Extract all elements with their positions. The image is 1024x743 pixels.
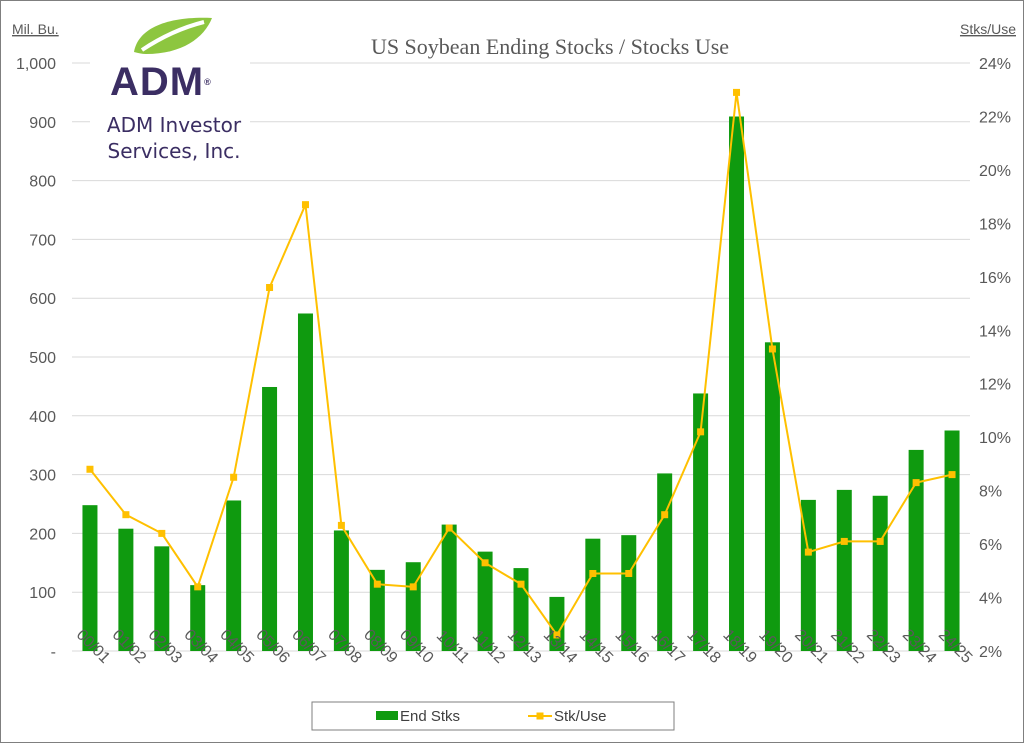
- line-point: [266, 284, 274, 292]
- line-point: [733, 88, 741, 96]
- line-point: [948, 471, 956, 479]
- y-tick-label: 200: [29, 526, 56, 543]
- line-point: [337, 521, 345, 529]
- line-series: [86, 88, 956, 639]
- bar: [585, 538, 601, 651]
- bar: [262, 386, 278, 651]
- bar: [800, 499, 816, 651]
- line-point: [481, 559, 489, 567]
- line-point: [625, 569, 633, 577]
- legend-label-stk-use: Stk/Use: [554, 708, 607, 725]
- logo-company-line1: ADM Investor: [106, 113, 242, 137]
- y2-tick-label: 16%: [979, 270, 1011, 287]
- y2-tick-label: 20%: [979, 163, 1011, 180]
- bar: [82, 505, 98, 651]
- y2-tick-label: 2%: [979, 644, 1002, 661]
- bar: [154, 546, 170, 651]
- y-tick-label: 300: [29, 468, 56, 485]
- left-axis-ticks: - 100 200 300 400 500 600 700 800 900 1,000: [16, 56, 56, 661]
- logo-company-name: ADM Investor Services, Inc.: [94, 112, 254, 164]
- adm-logo: ADM® ADM Investor Services, Inc.: [90, 12, 250, 167]
- line-point: [517, 580, 525, 588]
- y-tick-label: -: [51, 644, 56, 661]
- logo-wordmark: ADM®: [110, 62, 211, 102]
- y2-tick-label: 12%: [979, 377, 1011, 394]
- y-tick-label: 100: [29, 585, 56, 602]
- right-axis-unit: Stks/Use: [960, 21, 1016, 37]
- bar: [369, 569, 385, 651]
- logo-company-line2: Services, Inc.: [107, 139, 241, 163]
- stk-use-line: [89, 92, 953, 637]
- bar: [693, 393, 709, 651]
- y2-tick-label: 22%: [979, 109, 1011, 126]
- bar: [477, 551, 493, 651]
- y-tick-label: 700: [29, 232, 56, 249]
- y2-tick-label: 6%: [979, 537, 1002, 554]
- line-point: [553, 631, 561, 639]
- line-point: [409, 583, 417, 591]
- y-tick-label: 900: [29, 115, 56, 132]
- bar: [944, 430, 960, 651]
- bar: [908, 449, 924, 651]
- line-point: [697, 428, 705, 436]
- legend: End Stks Stk/Use: [311, 701, 675, 731]
- logo-registered-mark: ®: [204, 77, 211, 87]
- line-point: [661, 511, 669, 519]
- line-point: [86, 465, 94, 473]
- line-point: [912, 479, 920, 487]
- y-tick-label: 1,000: [16, 56, 56, 73]
- y2-tick-label: 14%: [979, 323, 1011, 340]
- bar: [297, 313, 313, 651]
- line-point: [194, 583, 202, 591]
- bar: [729, 116, 745, 652]
- bar: [405, 562, 421, 651]
- line-point: [804, 548, 812, 556]
- legend-box: [311, 701, 675, 731]
- legend-bar-swatch: [376, 711, 398, 720]
- bar: [118, 528, 134, 651]
- y-tick-label: 500: [29, 350, 56, 367]
- line-point: [840, 537, 848, 545]
- y2-tick-label: 4%: [979, 591, 1002, 608]
- y2-tick-label: 18%: [979, 216, 1011, 233]
- line-point: [768, 345, 776, 353]
- leaf-icon: [134, 17, 212, 54]
- line-point: [876, 537, 884, 545]
- y-tick-label: 800: [29, 174, 56, 191]
- right-axis-ticks: 2% 4% 6% 8% 10% 12% 14% 16% 18% 20% 22% 24%: [979, 56, 1011, 661]
- legend-line-marker: [536, 712, 544, 720]
- line-point: [230, 473, 238, 481]
- legend-label-end-stks: End Stks: [400, 708, 460, 725]
- y2-tick-label: 24%: [979, 56, 1011, 73]
- bar: [190, 585, 206, 651]
- bar: [333, 530, 349, 651]
- bar: [621, 535, 637, 651]
- bar: [836, 489, 852, 651]
- y2-tick-label: 10%: [979, 430, 1011, 447]
- bar: [549, 596, 565, 651]
- bar: [657, 473, 673, 651]
- y-tick-label: 600: [29, 291, 56, 308]
- left-axis-unit: Mil. Bu.: [12, 21, 59, 37]
- bar: [764, 342, 780, 651]
- line-point: [122, 511, 130, 519]
- y-tick-label: 400: [29, 409, 56, 426]
- bar-series: [82, 116, 960, 652]
- y2-tick-label: 8%: [979, 484, 1002, 501]
- chart-title: US Soybean Ending Stocks / Stocks Use: [371, 34, 729, 59]
- line-point: [589, 569, 597, 577]
- line-point: [301, 201, 309, 209]
- line-point: [373, 580, 381, 588]
- bar: [441, 524, 457, 651]
- logo-brand: ADM: [110, 60, 205, 104]
- bar: [226, 500, 242, 651]
- line-point: [445, 524, 453, 532]
- line-point: [158, 529, 166, 537]
